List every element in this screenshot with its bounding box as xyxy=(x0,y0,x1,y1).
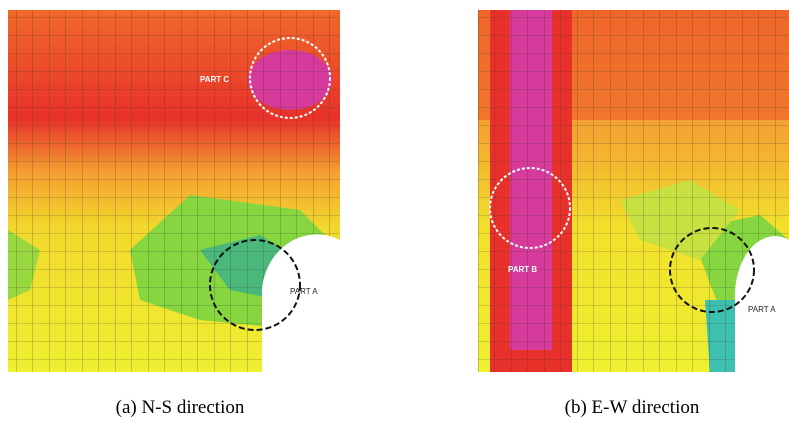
caption: (b) E-W direction xyxy=(565,397,700,418)
panel-a: PART C PART A xyxy=(8,10,340,372)
part-label: PART C xyxy=(200,75,229,84)
part-label: PART A xyxy=(748,305,776,314)
figure: PART C PART A PART B PART A (a) N-S dire… xyxy=(0,0,789,441)
part-label: PART A xyxy=(290,287,318,296)
caption: (a) N-S direction xyxy=(116,397,245,418)
part-label: PART B xyxy=(508,265,537,274)
panel-b: PART B PART A xyxy=(478,10,789,372)
